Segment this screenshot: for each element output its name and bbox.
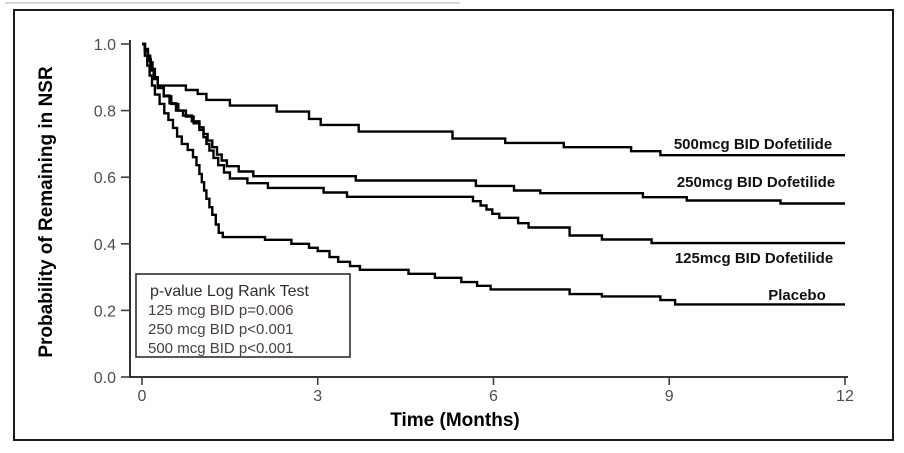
pvalue-box-title: p-value Log Rank Test [150, 283, 309, 300]
pvalue-line-250: 250 mcg BID p<0.001 [148, 321, 294, 338]
x-tick-label: 3 [313, 388, 322, 405]
survival-curve-125mcg-bid-dofetilide [142, 42, 845, 245]
x-axis-title: Time (Months) [390, 410, 519, 431]
pvalue-legend-box: p-value Log Rank Test 125 mcg BID p=0.00… [135, 273, 351, 358]
curve-label-placebo: Placebo [768, 287, 826, 304]
curve-label-125mcg: 125mcg BID Dofetilide [675, 250, 833, 267]
x-axis-ticks: 0 3 6 9 12 [138, 377, 854, 405]
y-tick-label: 0.2 [94, 303, 116, 320]
y-tick-label: 0.0 [94, 370, 116, 387]
survival-curves [142, 42, 845, 306]
x-tick-label: 0 [138, 388, 147, 405]
y-tick-label: 0.6 [94, 170, 116, 187]
x-tick-label: 6 [489, 388, 498, 405]
y-tick-label: 1.0 [94, 37, 116, 54]
pvalue-line-125: 125 mcg BID p=0.006 [148, 302, 294, 319]
y-axis-ticks: 1.0 0.8 0.6 0.4 0.2 0.0 [94, 37, 130, 387]
pvalue-line-500: 500 mcg BID p<0.001 [148, 340, 294, 357]
survival-curve-250mcg-bid-dofetilide [142, 42, 845, 205]
curve-label-500mcg: 500mcg BID Dofetilide [674, 136, 832, 153]
y-tick-label: 0.4 [94, 237, 116, 254]
y-tick-label: 0.8 [94, 104, 116, 121]
x-tick-label: 12 [836, 388, 854, 405]
y-axis-title: Probability of Remaining in NSR [36, 66, 57, 358]
top-edge-artifact [5, 2, 460, 4]
figure-border-frame [13, 9, 894, 441]
curve-label-250mcg: 250mcg BID Dofetilide [677, 174, 835, 191]
survival-curve-placebo [142, 42, 845, 306]
x-tick-label: 9 [665, 388, 674, 405]
pvalue-box-border [135, 273, 351, 358]
